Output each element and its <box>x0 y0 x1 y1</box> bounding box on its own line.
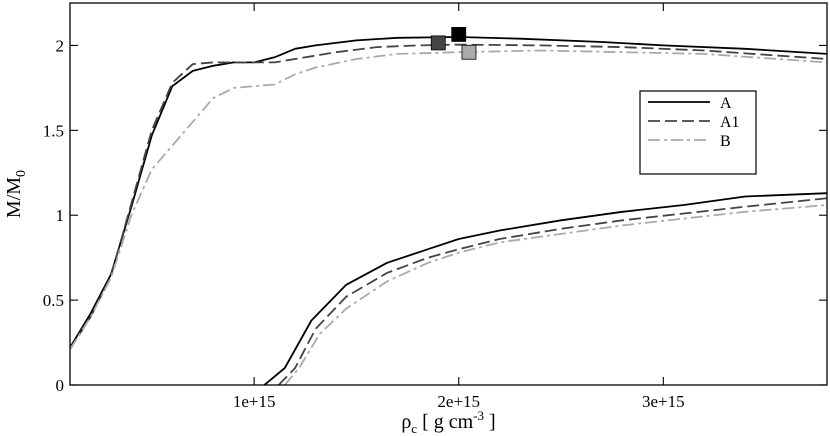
x-axis-label: ρc [ g cm-3 ] <box>401 408 495 436</box>
marker-layer <box>430 27 477 60</box>
legend-label: B <box>720 133 731 150</box>
series-line-a1-branch-1 <box>70 43 827 350</box>
y-label-main: M/M <box>3 177 25 218</box>
series-line-a1-branch-2 <box>278 197 827 385</box>
legend-box <box>639 90 757 175</box>
x-label-main: ρ <box>401 411 411 433</box>
y-tick-label: 1.5 <box>43 121 64 140</box>
series-layer <box>70 36 827 385</box>
max-mass-marker-a1 <box>430 35 446 51</box>
legend-item-a1: A1 <box>648 114 740 131</box>
legend-label: A1 <box>720 114 740 131</box>
legend: A A1 B <box>639 90 757 175</box>
y-tick-label: 2 <box>56 36 65 55</box>
series-line-a-branch-2 <box>263 192 827 385</box>
x-tick-label: 1e+15 <box>233 392 276 411</box>
x-tick-label: 3e+15 <box>642 392 685 411</box>
plot-frame <box>69 2 828 386</box>
max-mass-marker-a <box>451 27 467 42</box>
series-line-b-branch-1 <box>70 49 827 350</box>
tick-layer: 1e+15 2e+15 3e+15 0 0.5 1 1.5 2 <box>43 3 827 411</box>
x-label-post: ] <box>484 411 496 433</box>
y-axis-label: M/M0 <box>3 170 29 218</box>
legend-item-a: A <box>648 95 732 112</box>
max-mass-marker-b <box>461 44 477 60</box>
y-label-sub: 0 <box>14 170 29 177</box>
x-label-sub: c <box>411 421 417 436</box>
x-tick-label: 2e+15 <box>437 392 480 411</box>
legend-item-b: B <box>648 133 731 150</box>
series-line-a-branch-1 <box>70 36 827 349</box>
y-tick-label: 0 <box>56 376 65 395</box>
x-label-pre: [ g cm <box>417 411 474 433</box>
y-tick-label: 1 <box>56 206 65 225</box>
series-line-b-branch-2 <box>284 204 827 385</box>
y-tick-label: 0.5 <box>43 291 64 310</box>
legend-items: A A1 B <box>648 95 740 150</box>
x-label-sup: -3 <box>473 408 484 423</box>
legend-label: A <box>720 95 732 112</box>
